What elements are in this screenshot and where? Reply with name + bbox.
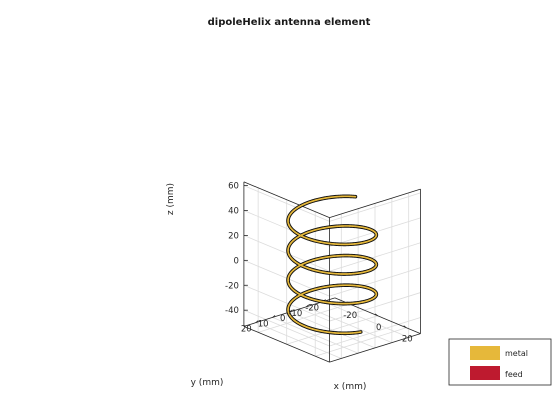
z-gridline-side bbox=[329, 242, 421, 272]
y-gridline-floor bbox=[255, 322, 342, 359]
y-tick-label: 20 bbox=[241, 325, 252, 335]
x-axis-label: x (mm) bbox=[334, 382, 367, 392]
y-tick-mark bbox=[272, 315, 276, 318]
axis-box-edge bbox=[243, 326, 330, 363]
x-tick-label: 20 bbox=[402, 335, 413, 345]
z-gridline-back bbox=[243, 309, 330, 347]
x-tick-mark bbox=[374, 313, 378, 317]
z-gridline-side bbox=[329, 317, 421, 347]
y-axis-label: y (mm) bbox=[191, 378, 224, 388]
axis-box-edge bbox=[329, 333, 421, 363]
legend-swatch-metal bbox=[470, 346, 500, 360]
chart-title: dipoleHelix antenna element bbox=[208, 17, 371, 28]
z-gridline-side bbox=[329, 192, 421, 222]
z-gridline-back bbox=[243, 284, 330, 322]
z-tick-label: 0 bbox=[233, 256, 238, 266]
z-tick-label: 20 bbox=[228, 231, 239, 241]
z-gridline-side bbox=[329, 267, 421, 297]
y-tick-label: -10 bbox=[288, 309, 302, 319]
legend-label-feed: feed bbox=[505, 370, 523, 379]
axis-box-edge bbox=[329, 188, 421, 219]
legend: metal feed bbox=[448, 338, 552, 386]
y-tick-label: 0 bbox=[280, 314, 285, 324]
z-tick-label: -40 bbox=[225, 306, 239, 316]
y-gridline-floor bbox=[289, 311, 376, 349]
y-gridline-floor bbox=[306, 306, 393, 344]
y-tick-mark bbox=[255, 320, 259, 323]
x-tick-mark bbox=[403, 325, 407, 329]
legend-label-metal: metal bbox=[505, 349, 528, 358]
y-gridline-floor bbox=[272, 317, 359, 354]
z-tick-label: 40 bbox=[228, 207, 239, 217]
x-tick-label: 0 bbox=[376, 323, 381, 333]
y-tick-label: 10 bbox=[258, 319, 269, 329]
z-tick-label: -20 bbox=[225, 281, 239, 291]
y-tick-label: -20 bbox=[305, 304, 319, 314]
z-gridline-side bbox=[329, 292, 421, 322]
y-tick-mark bbox=[306, 304, 310, 308]
x-tick-label: -20 bbox=[343, 311, 357, 321]
z-gridline-back bbox=[243, 185, 330, 222]
y-gridline-floor bbox=[322, 301, 409, 338]
helix-metal bbox=[287, 195, 378, 335]
legend-swatch-feed bbox=[470, 366, 500, 380]
z-axis-label: z (mm) bbox=[166, 183, 176, 215]
axis-box-edge bbox=[243, 181, 330, 219]
z-tick-label: 60 bbox=[228, 182, 239, 192]
helix-element bbox=[286, 194, 379, 336]
